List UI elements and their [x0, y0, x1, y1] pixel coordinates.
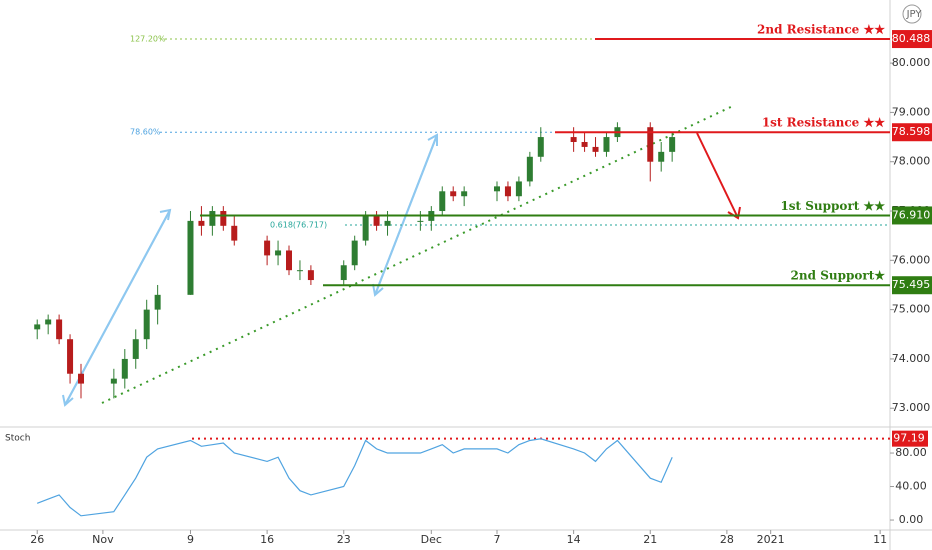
candle-body: [78, 373, 85, 384]
level-name: 2nd Support★: [791, 269, 886, 283]
y-tick-label: 75.000: [892, 303, 931, 316]
stoch-title: Stoch: [5, 434, 30, 444]
fib-label: 0.618(76.717): [270, 220, 327, 229]
y-tick-label: 80.000: [892, 56, 931, 69]
y-tick-label: 74.000: [892, 352, 931, 365]
level-tag-label: 80.488: [892, 32, 931, 45]
candle-body: [56, 319, 63, 340]
x-tick-label: 28: [720, 533, 734, 546]
candle-body: [275, 250, 282, 256]
candle-body: [209, 211, 216, 226]
candle-body: [373, 215, 380, 226]
stoch-tick-label: 40.00: [895, 480, 927, 493]
currency-label: JPY: [906, 9, 923, 20]
y-tick-label: 79.000: [892, 105, 931, 118]
candle-body: [110, 378, 117, 384]
candle-body: [592, 146, 599, 152]
x-tick-label: 7: [493, 533, 500, 546]
x-tick-label: Nov: [92, 533, 114, 546]
candle-body: [34, 324, 41, 330]
candle-body: [504, 186, 511, 197]
candle-body: [526, 156, 533, 182]
candle-body: [647, 127, 654, 162]
x-tick-label: 2021: [757, 533, 785, 546]
candle-body: [220, 211, 227, 226]
y-tick-label: 73.000: [892, 401, 931, 414]
candle-body: [121, 358, 128, 379]
stoch-line: [36, 438, 673, 517]
x-tick-label: 11: [873, 533, 887, 546]
candle-body: [198, 220, 205, 226]
y-tick-label: 78.000: [892, 155, 931, 168]
level-name: 1st Resistance ★★: [762, 116, 885, 130]
x-tick-label: 14: [567, 533, 581, 546]
candle-body: [154, 294, 161, 310]
candle-body: [669, 137, 676, 152]
candle-body: [461, 191, 468, 197]
candle-body: [286, 250, 293, 271]
fib-label: 127.20%: [130, 35, 166, 44]
candle-body: [439, 191, 446, 212]
level-tag-label: 78.598: [892, 125, 931, 138]
candle-body: [515, 181, 522, 197]
candle-body: [570, 137, 577, 142]
candle-body: [340, 265, 347, 281]
level-tag: [892, 123, 932, 142]
level-tag: [892, 206, 932, 225]
candle-body: [307, 270, 314, 281]
candle-body: [67, 339, 74, 374]
currency-badge: [902, 4, 922, 24]
candle-body: [264, 240, 271, 256]
level-tag-label: 75.495: [892, 278, 931, 291]
candle-body: [132, 339, 139, 359]
level-tag: [892, 276, 932, 295]
x-tick-label: 23: [337, 533, 351, 546]
candle-body: [384, 220, 391, 226]
candle-body: [143, 309, 150, 340]
level-tag: [892, 30, 932, 49]
x-tick-label: Dec: [421, 533, 442, 546]
projection-arrow: [696, 132, 741, 220]
level-name: 2nd Resistance ★★: [757, 23, 885, 37]
candle-body: [417, 220, 424, 222]
x-tick-label: 21: [643, 533, 657, 546]
candle-body: [537, 137, 544, 157]
stoch-tick-label: 80.00: [895, 446, 927, 459]
stoch-level-tag: [892, 430, 928, 447]
candle-body: [351, 240, 358, 266]
stoch-level-label: 97.19: [893, 432, 925, 445]
candle-body: [45, 319, 52, 325]
candle-body: [658, 151, 665, 162]
candle-body: [581, 141, 588, 147]
fib-label: 78.60%: [130, 128, 161, 137]
candle-body: [493, 186, 500, 192]
x-tick-label: 16: [260, 533, 274, 546]
level-tag-label: 76.910: [892, 208, 931, 221]
x-tick-label: 9: [187, 533, 194, 546]
candle-body: [603, 137, 610, 152]
candle-body: [296, 270, 303, 272]
candle-body: [187, 220, 194, 295]
candle-body: [450, 191, 457, 197]
candle-body: [231, 225, 238, 241]
x-tick-label: 26: [30, 533, 44, 546]
stoch-tick-label: 0.00: [899, 513, 924, 526]
y-tick-label: 76.000: [892, 253, 931, 266]
level-name: 1st Support ★★: [780, 199, 885, 213]
candle-body: [362, 215, 369, 241]
